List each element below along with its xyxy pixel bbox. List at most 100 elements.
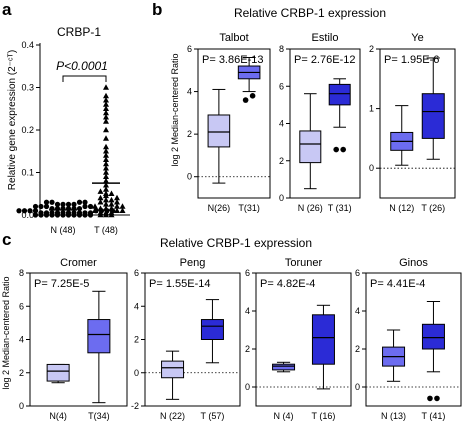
scatter-point-normal (49, 199, 55, 205)
scatter-point-tumor (114, 207, 120, 213)
panel-c-peng-pvalue: P= 1.55E-14 (149, 278, 210, 290)
scatter-point-tumor (103, 109, 109, 116)
scatter-point-tumor (103, 84, 109, 90)
scatter-point-normal (71, 210, 77, 216)
panel-b-estilo-box (328, 83, 351, 106)
scatter-point-tumor (103, 205, 109, 211)
panel-b-talbot-x-tick-label: N(26) (208, 203, 231, 213)
scatter-point-tumor (103, 148, 109, 154)
panel-b-talbot-x-tick-label: T(31) (238, 203, 260, 213)
panel-c-cromer-y-tick-label: 2 (19, 368, 24, 378)
scatter-y-tick-label: 0.4 (21, 40, 34, 50)
panel-c-cromer-y-tick-label: 6 (19, 301, 24, 311)
scatter-title: CRBP-1 (57, 25, 101, 39)
scatter-point-normal (65, 210, 72, 216)
panel-c-ginos-x-tick-label: T (41) (422, 411, 446, 421)
scatter-point-normal (54, 210, 61, 216)
scatter-point-normal (76, 206, 83, 212)
panel-c-cromer-y-tick-label: 8 (19, 268, 24, 278)
panel-c-toruner-frame (255, 272, 352, 407)
panel-c-peng-y-tick-label: 2 (134, 335, 139, 345)
panel-b-estilo-pvalue: P= 2.76E-12 (294, 54, 355, 66)
scatter-point-tumor (97, 209, 104, 216)
panel-b-estilo-y-tick-label: 2 (279, 156, 284, 166)
scatter-point-normal (21, 208, 28, 214)
panel-b-talbot-pvalue: P= 3.86E-13 (202, 54, 263, 66)
panel-c-peng-y-tick-label: 6 (134, 268, 139, 278)
scatter-point-tumor (114, 199, 120, 205)
scatter-point-tumor (108, 196, 115, 203)
scatter-point-tumor (97, 199, 104, 205)
scatter-point-normal (32, 203, 39, 210)
panel-c-ginos-box (421, 323, 445, 350)
panel-b-talbot-outlier (242, 97, 249, 103)
scatter-point-tumor (103, 118, 109, 124)
panel-c-ginos-y-tick-label: 0 (355, 382, 360, 392)
scatter-point-tumor (103, 196, 109, 203)
scatter-point-tumor (103, 152, 109, 158)
scatter-point-tumor (103, 209, 109, 216)
scatter-point-normal (87, 203, 94, 210)
panel-c-peng-y-tick-label: -2 (131, 401, 139, 411)
scatter-point-tumor (103, 97, 109, 103)
scatter-point-normal (32, 212, 39, 218)
panel-b-estilo-x-tick-label: N (26) (298, 203, 323, 213)
scatter-point-tumor (103, 190, 109, 196)
scatter-point-tumor (119, 203, 126, 209)
scatter-point-normal (82, 199, 88, 205)
panel-b-ye-y-tick-label: 2 (369, 44, 374, 54)
scatter-y-tick-label: 0.3 (21, 83, 34, 93)
scatter-point-normal (43, 199, 50, 205)
scatter-point-tumor (108, 209, 115, 216)
panel-b-ye-pvalue: P= 1.95E-6 (384, 54, 439, 66)
panel-c-cromer-frame (29, 272, 128, 407)
scatter-y-tick-label: 0.1 (21, 168, 34, 178)
scatter-point-normal (27, 208, 33, 214)
panel-b-talbot-outlier (249, 93, 256, 99)
scatter-point-normal (38, 210, 44, 216)
panel-c-toruner-y-tick-label: 2 (245, 344, 250, 354)
scatter-point-normal (16, 208, 22, 214)
panel-c-cromer-x-tick-label: T(34) (88, 411, 110, 421)
panel-c-ginos-title: Ginos (399, 257, 428, 269)
panel-b-ye-title: Ye (411, 32, 423, 44)
scatter-x-tick-label: N (48) (50, 225, 75, 235)
panel-c-cromer-box (46, 363, 70, 382)
panel-c-toruner-box (272, 363, 296, 371)
panel-b-talbot-y-tick-label: 6 (187, 44, 192, 54)
panel-b-estilo-y-tick-label: 6 (279, 81, 284, 91)
panel-c-peng-x-tick-label: T (57) (201, 411, 225, 421)
panel-c-toruner-pvalue: P= 4.82E-4 (260, 278, 315, 290)
panel-c-ginos-pvalue: P= 4.41E-4 (370, 278, 425, 290)
scatter-point-tumor (103, 177, 109, 184)
scatter-point-normal (49, 210, 55, 216)
scatter-point-tumor (108, 190, 115, 196)
panel-c-peng-box (161, 360, 185, 379)
panel-b-ylabel: log 2 Median-centered Ratio (170, 53, 180, 166)
panel-c-cromer-pvalue: P= 7.25E-5 (34, 278, 89, 290)
panel-c-peng-x-tick-label: N (22) (160, 411, 185, 421)
scatter-point-normal (65, 201, 72, 207)
scatter-ylabel: Relative gene expression (2⁻ᶜᵀ) (7, 50, 18, 190)
panel-c-peng-title: Peng (180, 257, 206, 269)
section-title-c: Relative CRBP-1 expression (160, 236, 312, 250)
panel-b-talbot-frame (197, 48, 271, 199)
scatter-significance-bracket (62, 75, 107, 82)
scatter-point-tumor (103, 186, 109, 192)
scatter-point-tumor (103, 135, 109, 141)
panel-b-ye-x-tick-label: N (12) (389, 203, 414, 213)
panel-b-ye-box (421, 93, 445, 139)
panel-b-ye-frame (379, 48, 456, 199)
scatter-point-tumor (103, 173, 109, 179)
panel-letter-a: a (2, 0, 12, 19)
scatter-point-tumor (97, 205, 104, 211)
section-title-b: Relative CRBP-1 expression (234, 6, 386, 20)
panel-c-ginos-x-tick-label: N (13) (381, 411, 406, 421)
panel-b-ye-y-tick-label: 0 (369, 163, 374, 173)
scatter-point-normal (32, 208, 39, 214)
panel-c-cromer-x-tick-label: N(4) (49, 411, 67, 421)
panel-c-toruner-title: Toruner (285, 257, 323, 269)
scatter-point-tumor (103, 143, 109, 150)
scatter-point-tumor (103, 105, 109, 111)
